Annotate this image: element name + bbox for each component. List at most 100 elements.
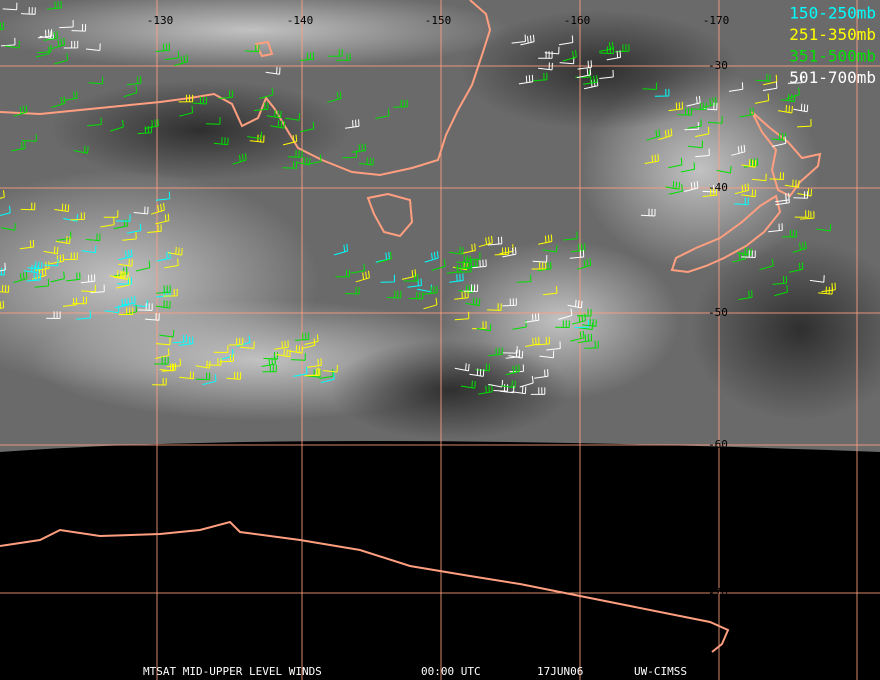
wind-barb <box>345 286 360 295</box>
footer-text: MTSAT MID-UPPER LEVEL WINDS <box>143 665 322 678</box>
wind-barb <box>457 264 472 273</box>
wind-barb <box>499 385 515 394</box>
wind-barb <box>116 277 131 289</box>
wind-barb <box>537 261 552 272</box>
wind-barb <box>103 210 119 218</box>
wind-barb <box>762 81 778 91</box>
wind-barb <box>487 236 503 246</box>
wind-barb <box>232 153 247 165</box>
wind-barb <box>516 274 532 283</box>
wind-barb <box>202 374 217 386</box>
wind-barb <box>503 346 518 354</box>
wind-barb <box>155 213 170 225</box>
wind-barb <box>668 184 683 195</box>
wind-barb <box>734 183 750 195</box>
wind-barb <box>809 275 825 283</box>
wind-barb <box>380 274 395 283</box>
wind-barb <box>0 300 5 310</box>
wind-barb <box>741 159 757 168</box>
wind-barb <box>542 244 558 253</box>
wind-barb <box>728 82 744 92</box>
wind-barb <box>455 261 470 270</box>
wind-barb <box>754 93 770 104</box>
wind-barb <box>247 131 263 140</box>
wind-barb <box>71 23 87 32</box>
wind-barb <box>195 372 211 381</box>
wind-barb <box>558 35 574 46</box>
wind-barb <box>226 371 242 380</box>
wind-barb <box>70 212 85 221</box>
wind-barb <box>702 96 717 109</box>
wind-barb <box>465 297 481 307</box>
wind-barb <box>533 72 548 82</box>
wind-barb <box>23 264 39 274</box>
legend-entry: 150-250mb <box>789 4 876 23</box>
wind-barb <box>644 154 659 164</box>
wind-barb <box>403 274 419 282</box>
wind-barb <box>90 284 105 294</box>
wind-barb <box>287 150 303 158</box>
wind-barb <box>85 43 101 51</box>
wind-barb <box>759 258 774 271</box>
wind-barb <box>511 34 526 44</box>
wind-barb <box>375 108 390 119</box>
wind-barb <box>408 291 424 300</box>
wind-barb <box>702 188 718 197</box>
wind-barb <box>179 336 194 346</box>
wind-barb <box>512 319 527 330</box>
wind-barb <box>43 31 58 41</box>
wind-barb <box>478 235 493 248</box>
wind-barb <box>780 93 796 102</box>
wind-barb <box>642 82 658 90</box>
wind-barb <box>50 271 65 283</box>
wind-barb <box>114 297 129 309</box>
wind-barb <box>155 348 170 359</box>
labels: -130 -140 -150 -160 -170 -30 -40 -50 -60 -70 150-2… <box>143 4 876 679</box>
wind-barb <box>345 119 360 129</box>
wind-barb <box>150 203 165 215</box>
wind-barb <box>692 102 707 110</box>
wind-barb <box>821 282 836 293</box>
wind-barb <box>47 0 62 10</box>
wind-barb <box>583 78 599 90</box>
wind-barb <box>351 143 366 153</box>
wind-barb <box>524 313 540 323</box>
wind-barb <box>518 74 534 85</box>
wind-barb <box>393 99 408 108</box>
wind-barb <box>816 223 832 232</box>
latitude-label: -30 <box>708 59 728 72</box>
wind-barb <box>73 145 89 154</box>
wind-barb <box>155 43 171 52</box>
wind-barb <box>581 318 597 327</box>
wind-barb <box>563 231 578 241</box>
wind-barb <box>11 141 26 152</box>
wind-barb <box>538 234 553 245</box>
wind-barb <box>576 67 592 79</box>
wind-barb <box>539 350 555 359</box>
wind-barb <box>737 247 752 256</box>
wind-barb <box>228 337 244 346</box>
wind-barb <box>206 358 222 366</box>
wind-barb <box>449 273 464 283</box>
longitude-label: -140 <box>287 14 314 27</box>
latitude-label: -60 <box>708 438 728 451</box>
wind-barb <box>135 260 151 272</box>
wind-barb <box>654 88 670 97</box>
wind-barb <box>423 297 438 310</box>
wind-barb <box>294 332 310 341</box>
wind-barb <box>54 203 70 212</box>
wind-barb <box>288 345 304 354</box>
wind-barb <box>56 231 72 241</box>
wind-barb <box>295 156 311 166</box>
wind-barb <box>32 268 47 280</box>
wind-barb <box>0 262 6 272</box>
wind-barb <box>323 364 338 373</box>
no-data-region <box>0 441 880 680</box>
wind-barb <box>423 285 438 295</box>
coast-australia <box>0 0 492 177</box>
wind-barb <box>336 53 351 61</box>
wind-barb <box>787 75 803 84</box>
coastlines <box>0 0 822 653</box>
wind-barb <box>219 354 234 363</box>
wind-barb <box>668 101 684 112</box>
